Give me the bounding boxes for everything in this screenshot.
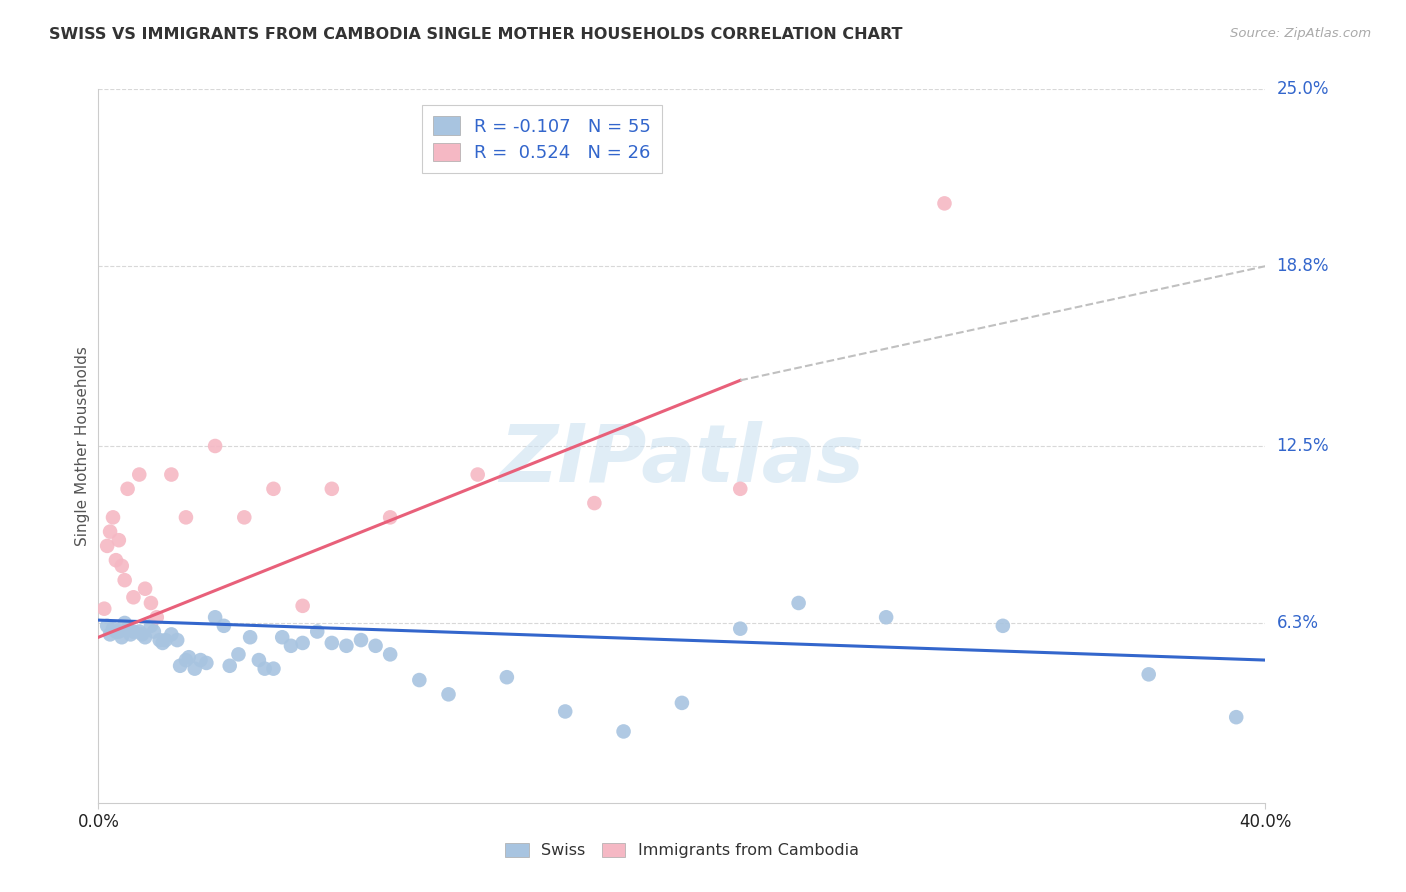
Point bbox=[114, 615, 136, 630]
Point bbox=[280, 639, 302, 653]
Point bbox=[190, 653, 212, 667]
Text: Source: ZipAtlas.com: Source: ZipAtlas.com bbox=[1230, 27, 1371, 40]
Point bbox=[149, 633, 172, 648]
Point bbox=[108, 624, 131, 639]
Point bbox=[166, 633, 188, 648]
Text: ZIPatlas: ZIPatlas bbox=[499, 421, 865, 500]
Point bbox=[204, 439, 226, 453]
Point bbox=[160, 467, 183, 482]
Point bbox=[437, 687, 460, 701]
Point bbox=[122, 624, 145, 639]
Point bbox=[134, 630, 156, 644]
Point bbox=[152, 636, 174, 650]
Point bbox=[228, 648, 250, 662]
Point bbox=[117, 482, 139, 496]
Point bbox=[111, 630, 134, 644]
Point bbox=[177, 650, 200, 665]
Point bbox=[128, 624, 150, 639]
Point bbox=[239, 630, 262, 644]
Point bbox=[408, 673, 430, 687]
Point bbox=[262, 662, 284, 676]
Point bbox=[378, 648, 402, 662]
Point bbox=[350, 633, 373, 648]
Point bbox=[98, 524, 121, 539]
Point bbox=[120, 627, 142, 641]
Point bbox=[787, 596, 810, 610]
Point bbox=[101, 510, 124, 524]
Point bbox=[117, 622, 139, 636]
Point bbox=[321, 482, 343, 496]
Point bbox=[378, 510, 402, 524]
Point bbox=[247, 653, 270, 667]
Point bbox=[146, 610, 169, 624]
Text: 12.5%: 12.5% bbox=[1277, 437, 1329, 455]
Point bbox=[307, 624, 329, 639]
Point bbox=[671, 696, 693, 710]
Point bbox=[104, 553, 127, 567]
Point bbox=[155, 633, 177, 648]
Point bbox=[335, 639, 357, 653]
Point bbox=[467, 467, 489, 482]
Text: 25.0%: 25.0% bbox=[1277, 80, 1329, 98]
Point bbox=[195, 656, 218, 670]
Point bbox=[728, 482, 751, 496]
Point bbox=[554, 705, 576, 719]
Y-axis label: Single Mother Households: Single Mother Households bbox=[75, 346, 90, 546]
Point bbox=[169, 658, 191, 673]
Point bbox=[875, 610, 897, 624]
Legend: Swiss, Immigrants from Cambodia: Swiss, Immigrants from Cambodia bbox=[496, 835, 868, 866]
Point bbox=[111, 558, 134, 573]
Text: 6.3%: 6.3% bbox=[1277, 614, 1319, 632]
Text: SWISS VS IMMIGRANTS FROM CAMBODIA SINGLE MOTHER HOUSEHOLDS CORRELATION CHART: SWISS VS IMMIGRANTS FROM CAMBODIA SINGLE… bbox=[49, 27, 903, 42]
Point bbox=[96, 619, 118, 633]
Point bbox=[174, 653, 197, 667]
Point bbox=[114, 573, 136, 587]
Point bbox=[321, 636, 343, 650]
Point bbox=[1137, 667, 1160, 681]
Point bbox=[128, 467, 150, 482]
Point bbox=[233, 510, 256, 524]
Point bbox=[134, 582, 156, 596]
Point bbox=[108, 533, 131, 548]
Text: 18.8%: 18.8% bbox=[1277, 257, 1329, 275]
Point bbox=[271, 630, 294, 644]
Point bbox=[495, 670, 517, 684]
Point bbox=[204, 610, 226, 624]
Point bbox=[212, 619, 235, 633]
Point bbox=[934, 196, 956, 211]
Point bbox=[174, 510, 197, 524]
Point bbox=[160, 627, 183, 641]
Point bbox=[253, 662, 276, 676]
Point bbox=[364, 639, 387, 653]
Point bbox=[991, 619, 1014, 633]
Point bbox=[142, 624, 165, 639]
Point bbox=[139, 619, 162, 633]
Point bbox=[262, 482, 284, 496]
Point bbox=[96, 539, 118, 553]
Point bbox=[122, 591, 145, 605]
Point bbox=[291, 636, 314, 650]
Point bbox=[98, 627, 121, 641]
Point bbox=[131, 627, 153, 641]
Point bbox=[93, 601, 115, 615]
Point bbox=[139, 596, 162, 610]
Point bbox=[583, 496, 606, 510]
Point bbox=[218, 658, 240, 673]
Point bbox=[291, 599, 314, 613]
Point bbox=[1225, 710, 1247, 724]
Point bbox=[183, 662, 205, 676]
Point bbox=[101, 622, 124, 636]
Point bbox=[728, 622, 751, 636]
Point bbox=[612, 724, 634, 739]
Point bbox=[104, 624, 127, 639]
